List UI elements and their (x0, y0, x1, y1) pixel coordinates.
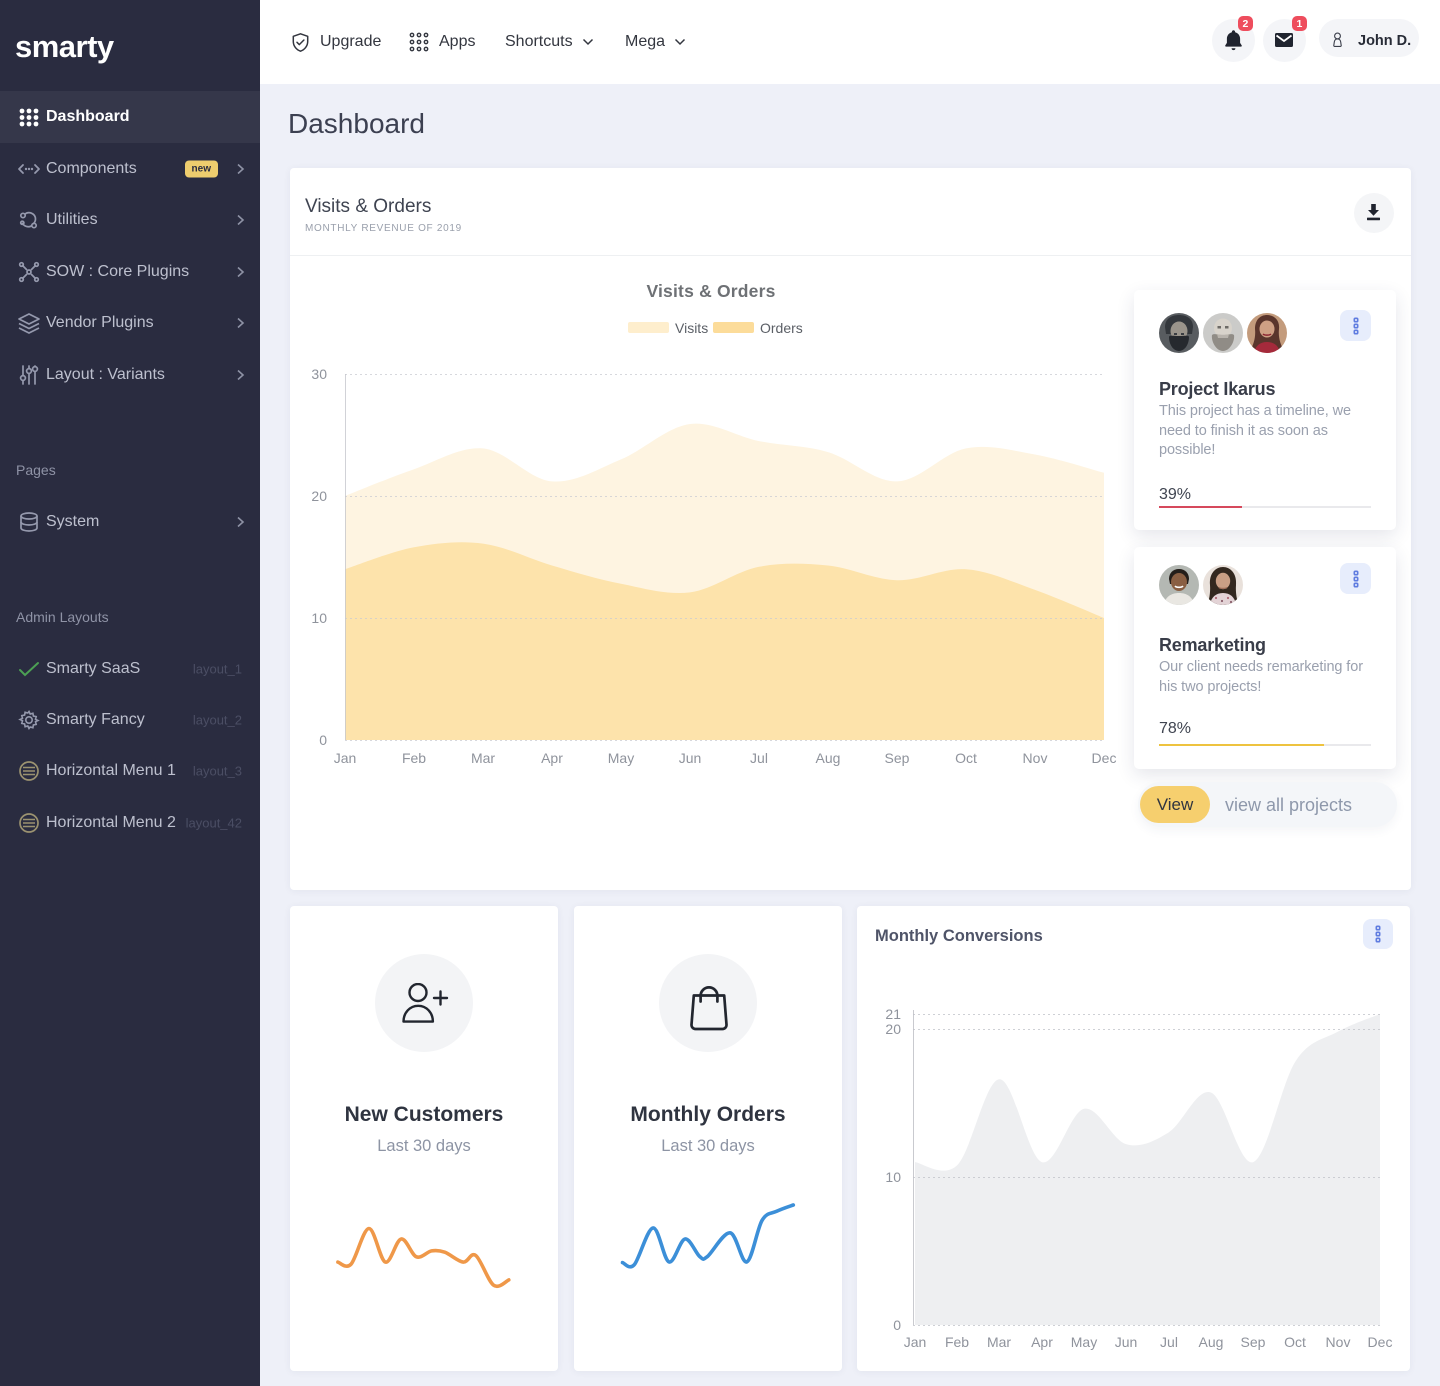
svg-text:Dec: Dec (1368, 1334, 1393, 1350)
svg-text:0: 0 (319, 732, 327, 748)
svg-text:10: 10 (311, 610, 327, 626)
svg-text:May: May (608, 750, 634, 766)
svg-text:Dec: Dec (1092, 750, 1117, 766)
svg-text:May: May (1071, 1334, 1097, 1350)
svg-text:Oct: Oct (955, 750, 977, 766)
svg-text:Jun: Jun (679, 750, 702, 766)
svg-text:Sep: Sep (885, 750, 910, 766)
svg-text:Apr: Apr (1031, 1334, 1053, 1350)
svg-text:Mar: Mar (987, 1334, 1011, 1350)
svg-text:Jul: Jul (750, 750, 768, 766)
svg-text:10: 10 (885, 1169, 901, 1185)
svg-text:20: 20 (885, 1021, 901, 1037)
svg-text:Sep: Sep (1241, 1334, 1266, 1350)
svg-text:Orders: Orders (760, 320, 803, 336)
svg-text:Jun: Jun (1115, 1334, 1138, 1350)
svg-text:Visits & Orders: Visits & Orders (646, 281, 775, 301)
svg-text:Apr: Apr (541, 750, 563, 766)
svg-text:Feb: Feb (402, 750, 426, 766)
svg-text:Visits: Visits (675, 320, 708, 336)
svg-text:Mar: Mar (471, 750, 495, 766)
svg-text:Feb: Feb (945, 1334, 969, 1350)
svg-text:Jan: Jan (904, 1334, 927, 1350)
svg-text:Oct: Oct (1284, 1334, 1306, 1350)
svg-text:Nov: Nov (1326, 1334, 1351, 1350)
svg-text:Jul: Jul (1160, 1334, 1178, 1350)
svg-text:20: 20 (311, 488, 327, 504)
svg-text:Aug: Aug (816, 750, 841, 766)
svg-text:21: 21 (885, 1006, 901, 1022)
svg-text:Nov: Nov (1023, 750, 1048, 766)
svg-text:Jan: Jan (334, 750, 357, 766)
svg-text:0: 0 (893, 1317, 901, 1333)
svg-text:30: 30 (311, 366, 327, 382)
svg-text:Aug: Aug (1199, 1334, 1224, 1350)
